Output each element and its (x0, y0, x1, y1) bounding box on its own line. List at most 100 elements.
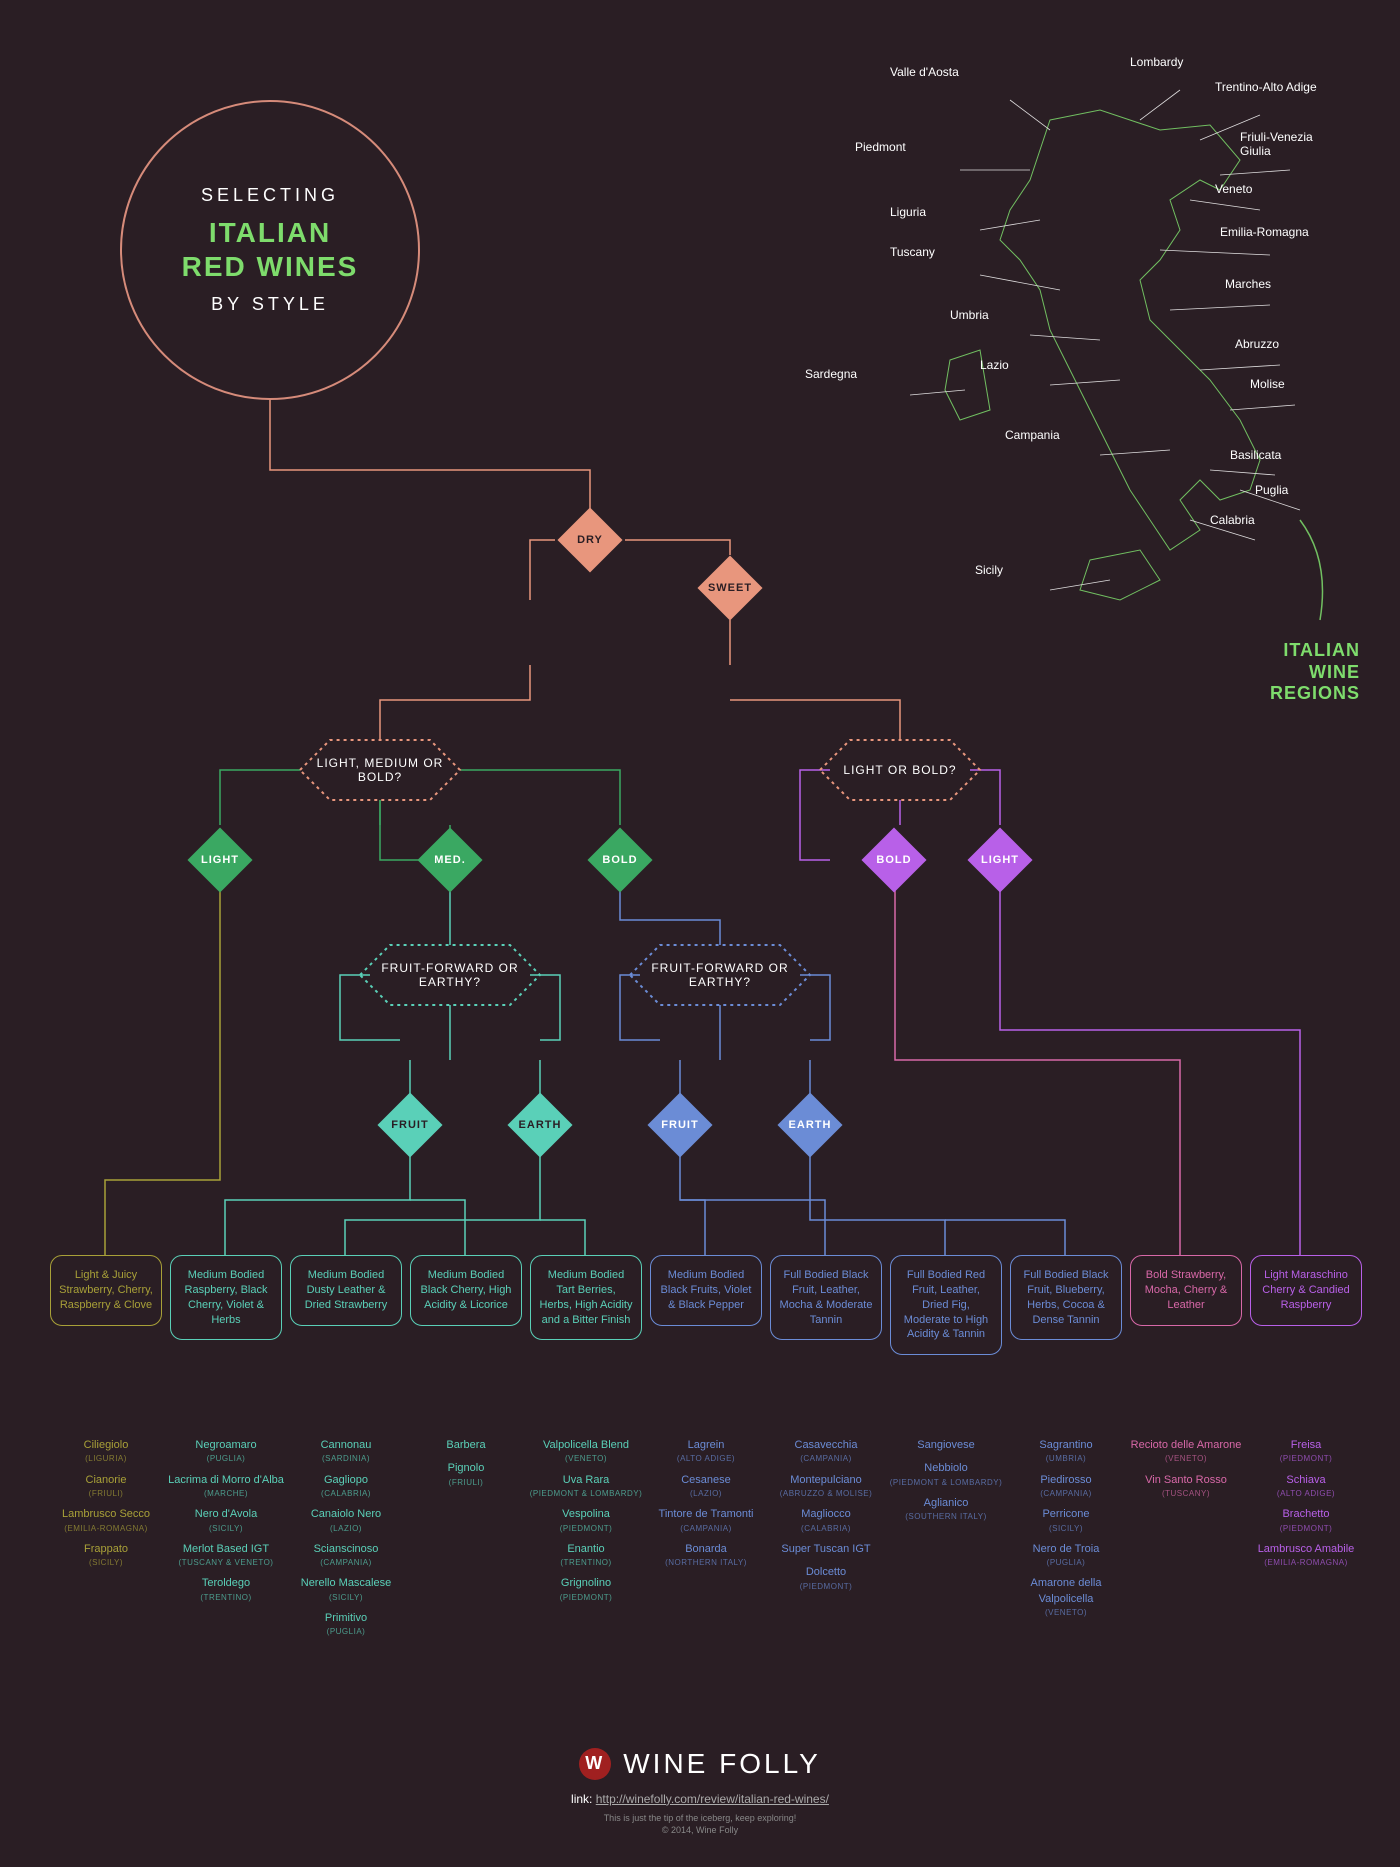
wine-region: (CALABRIA) (286, 1488, 406, 1499)
question-fe1: FRUIT-FORWARD OR EARTHY? (360, 945, 540, 1005)
wine-style-card: Medium Bodied Black Cherry, High Acidity… (410, 1255, 522, 1326)
wine-region: (LIGURIA) (46, 1453, 166, 1464)
wine-style-card: Medium Bodied Tart Berries, Herbs, High … (530, 1255, 642, 1340)
question-lmb: LIGHT, MEDIUM OR BOLD? (300, 740, 460, 800)
wine-region: (SICILY) (286, 1592, 406, 1603)
wine-name: Pignolo (406, 1461, 526, 1476)
wine-list: Cannonau(SARDINIA)Gagliopo(CALABRIA)Cana… (286, 1430, 406, 1637)
wine-region: (LAZIO) (286, 1523, 406, 1534)
map-region-label: Lombardy (1130, 55, 1183, 69)
wine-region: (CALABRIA) (766, 1523, 886, 1534)
wine-region: (TRENTINO) (526, 1557, 646, 1568)
wine-name: Primitivo (286, 1611, 406, 1626)
footer-link: link: http://winefolly.com/review/italia… (0, 1792, 1400, 1806)
map-region-label: Lazio (980, 358, 1009, 372)
italy-map: Valle d'Aosta Lombardy Trentino-Alto Adi… (860, 60, 1320, 620)
wine-region: (UMBRIA) (1006, 1453, 1126, 1464)
wine-region: (MARCHE) (166, 1488, 286, 1499)
map-region-label: Veneto (1215, 182, 1252, 196)
wine-region: (SICILY) (166, 1523, 286, 1534)
wine-list: SangioveseNebbiolo(PIEDMONT & LOMBARDY)A… (886, 1430, 1006, 1523)
question-fe2: FRUIT-FORWARD OR EARTHY? (630, 945, 810, 1005)
wine-name: Lambrusco Amabile (1246, 1542, 1366, 1557)
wine-name: Ciliegiolo (46, 1438, 166, 1453)
wine-region: (VENETO) (1126, 1453, 1246, 1464)
node-sweet: SWEET (698, 556, 762, 620)
wine-region: (FRIULI) (406, 1477, 526, 1488)
map-region-label: Trentino-Alto Adige (1215, 80, 1317, 94)
map-title: ITALIAN WINE REGIONS (1270, 640, 1360, 705)
wine-name: Brachetto (1246, 1507, 1366, 1522)
title-by: BY STYLE (211, 294, 329, 315)
wine-style-card: Full Bodied Black Fruit, Leather, Mocha … (770, 1255, 882, 1340)
map-region-label: Tuscany (890, 245, 935, 259)
wine-list: Recioto delle Amarone(VENETO)Vin Santo R… (1126, 1430, 1246, 1499)
wine-region: (SICILY) (46, 1557, 166, 1568)
map-region-label: Liguria (890, 205, 926, 219)
footer: W WINE FOLLY link: http://winefolly.com/… (0, 1748, 1400, 1837)
map-region-label: Abruzzo (1235, 337, 1279, 351)
wine-region: (PIEDMONT) (526, 1523, 646, 1534)
wine-list: Sagrantino(UMBRIA)Piedirosso(CAMPANIA)Pe… (1006, 1430, 1126, 1618)
map-region-label: Molise (1250, 377, 1285, 391)
wine-region: (SOUTHERN ITALY) (886, 1511, 1006, 1522)
node-med: MED. (418, 828, 482, 892)
map-region-label: Marches (1225, 277, 1271, 291)
wine-name: Schiava (1246, 1473, 1366, 1488)
wine-style-card: Medium Bodied Dusty Leather & Dried Stra… (290, 1255, 402, 1326)
wine-name: Piedirosso (1006, 1473, 1126, 1488)
wine-name: Sangiovese (886, 1438, 1006, 1453)
wine-region: (PUGLIA) (166, 1453, 286, 1464)
wine-name: Enantio (526, 1542, 646, 1557)
wine-style-card: Light & Juicy Strawberry, Cherry, Raspbe… (50, 1255, 162, 1326)
wine-name: Nebbiolo (886, 1461, 1006, 1476)
wine-name: Gagliopo (286, 1473, 406, 1488)
wine-style-card: Full Bodied Red Fruit, Leather, Dried Fi… (890, 1255, 1002, 1355)
wine-region: (NORTHERN ITALY) (646, 1557, 766, 1568)
wine-name: Dolcetto (766, 1565, 886, 1580)
map-region-label: Calabria (1210, 513, 1255, 527)
title-main: ITALIAN RED WINES (182, 216, 359, 283)
wine-region: (LAZIO) (646, 1488, 766, 1499)
node-dry: DRY (558, 508, 622, 572)
node-light-sweet: LIGHT (968, 828, 1032, 892)
node-bold-dry: BOLD (588, 828, 652, 892)
wine-list: Barbera Pignolo(FRIULI) (406, 1430, 526, 1488)
wine-name: Magliocco (766, 1507, 886, 1522)
node-earth-teal: EARTH (508, 1093, 572, 1157)
title-circle: SELECTING ITALIAN RED WINES BY STYLE (120, 100, 420, 400)
wine-list: Ciliegiolo(LIGURIA)Cianorie(FRIULI)Lambr… (46, 1430, 166, 1568)
wine-name: Nero d'Avola (166, 1507, 286, 1522)
brand: W WINE FOLLY (579, 1748, 821, 1780)
wine-name: Lacrima di Morro d'Alba (166, 1473, 286, 1488)
wine-name: Scianscinoso (286, 1542, 406, 1557)
wine-region: (FRIULI) (46, 1488, 166, 1499)
wine-name: Montepulciano (766, 1473, 886, 1488)
wine-name: Super Tuscan IGT (766, 1542, 886, 1557)
wine-region: (TUSCANY & VENETO) (166, 1557, 286, 1568)
wine-style-card: Full Bodied Black Fruit, Blueberry, Herb… (1010, 1255, 1122, 1340)
map-region-label: Valle d'Aosta (890, 65, 959, 79)
wine-name: Grignolino (526, 1576, 646, 1591)
wine-name: Teroldego (166, 1576, 286, 1591)
wine-region: (ABRUZZO & MOLISE) (766, 1488, 886, 1499)
wine-name: Perricone (1006, 1507, 1126, 1522)
node-fruit-blue: FRUIT (648, 1093, 712, 1157)
wine-style-card: Medium Bodied Black Fruits, Violet & Bla… (650, 1255, 762, 1326)
wine-name: Vespolina (526, 1507, 646, 1522)
source-link[interactable]: http://winefolly.com/review/italian-red-… (596, 1792, 829, 1806)
wine-region: (CAMPANIA) (766, 1453, 886, 1464)
wine-name: Canaiolo Nero (286, 1507, 406, 1522)
node-fruit-teal: FRUIT (378, 1093, 442, 1157)
wine-name: Barbera (406, 1438, 526, 1453)
wine-region: (SARDINIA) (286, 1453, 406, 1464)
wine-name: Frappato (46, 1542, 166, 1557)
title-selecting: SELECTING (201, 185, 339, 206)
wine-region: (EMILIA-ROMAGNA) (1246, 1557, 1366, 1568)
wine-name: Nerello Mascalese (286, 1576, 406, 1591)
wine-region: (EMILIA-ROMAGNA) (46, 1523, 166, 1534)
footer-copy: This is just the tip of the iceberg, kee… (0, 1812, 1400, 1837)
wine-name: Uva Rara (526, 1473, 646, 1488)
wine-name: Amarone della Valpolicella (1006, 1576, 1126, 1607)
wine-style-card: Medium Bodied Raspberry, Black Cherry, V… (170, 1255, 282, 1340)
